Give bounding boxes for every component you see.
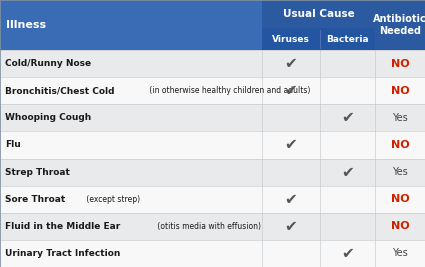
Text: Cold/Runny Nose: Cold/Runny Nose [5, 59, 91, 68]
Text: Yes: Yes [392, 113, 408, 123]
Text: Sore Throat: Sore Throat [5, 195, 65, 204]
Text: ✔: ✔ [285, 192, 297, 207]
Text: (in otherwise healthy children and adults): (in otherwise healthy children and adult… [147, 86, 311, 95]
Text: Bronchitis/Chest Cold: Bronchitis/Chest Cold [5, 86, 114, 95]
Text: NO: NO [391, 194, 409, 204]
Text: Urinary Tract Infection: Urinary Tract Infection [5, 249, 120, 258]
Text: ✔: ✔ [341, 246, 354, 261]
FancyBboxPatch shape [0, 186, 425, 213]
Text: (except strep): (except strep) [84, 195, 140, 204]
FancyBboxPatch shape [0, 159, 425, 186]
Text: ✔: ✔ [285, 83, 297, 98]
FancyBboxPatch shape [0, 77, 425, 104]
Text: Fluid in the Middle Ear: Fluid in the Middle Ear [5, 222, 120, 231]
Text: ✔: ✔ [285, 219, 297, 234]
Text: ✔: ✔ [285, 56, 297, 71]
Text: Bacteria: Bacteria [326, 34, 369, 44]
Text: Whooping Cough: Whooping Cough [5, 113, 91, 122]
Text: ✔: ✔ [341, 110, 354, 125]
Text: Usual Cause: Usual Cause [283, 9, 354, 19]
Text: ✔: ✔ [341, 164, 354, 180]
FancyBboxPatch shape [0, 131, 425, 159]
Text: Yes: Yes [392, 248, 408, 258]
Text: NO: NO [391, 140, 409, 150]
FancyBboxPatch shape [0, 240, 425, 267]
Text: (otitis media with effusion): (otitis media with effusion) [155, 222, 261, 231]
Text: Illness: Illness [6, 20, 46, 30]
Text: ✔: ✔ [285, 138, 297, 152]
FancyBboxPatch shape [0, 104, 425, 131]
FancyBboxPatch shape [262, 0, 425, 50]
FancyBboxPatch shape [0, 213, 425, 240]
FancyBboxPatch shape [0, 50, 425, 77]
Text: Yes: Yes [392, 167, 408, 177]
Text: NO: NO [391, 58, 409, 69]
Text: NO: NO [391, 86, 409, 96]
FancyBboxPatch shape [0, 0, 425, 50]
FancyBboxPatch shape [262, 28, 375, 50]
Text: Strep Throat: Strep Throat [5, 168, 70, 176]
Text: NO: NO [391, 221, 409, 231]
Text: Antibiotic
Needed: Antibiotic Needed [373, 14, 425, 36]
Text: Flu: Flu [5, 140, 21, 150]
Text: Viruses: Viruses [272, 34, 310, 44]
